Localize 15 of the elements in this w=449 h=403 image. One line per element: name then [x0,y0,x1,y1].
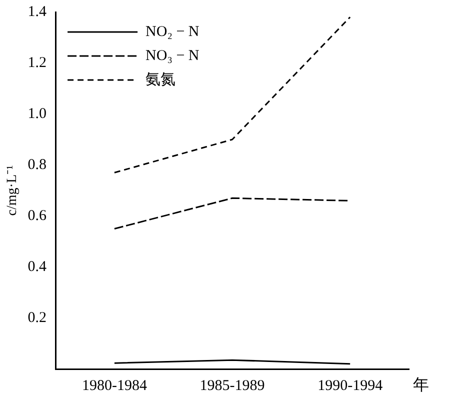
y-tick-label: 1.2 [28,54,47,71]
y-tick-label: 1.4 [28,4,48,20]
y-tick-label: 1.0 [28,106,47,122]
y-tick-label: 0.8 [28,156,47,173]
x-tick-label: 1990-1994 [318,378,384,394]
legend-label: NO₂ − N [146,24,200,40]
legend-label: 氨氮 [146,72,176,88]
x-axis-title: 年 [413,375,429,394]
x-tick-label: 1980-1984 [82,378,148,394]
x-tick-label: 1985-1989 [200,378,265,394]
y-tick-label: 0.4 [28,258,48,275]
y-axis-title: c/mg·L⁻¹ [5,165,20,216]
legend-label: NO₃ − N [146,48,200,64]
y-tick-label: 0.6 [28,208,48,224]
y-tick-label: 0.2 [28,310,47,326]
